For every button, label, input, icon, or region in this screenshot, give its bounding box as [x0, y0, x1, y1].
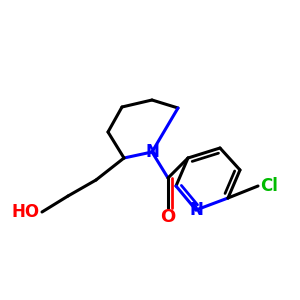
Text: N: N: [145, 143, 159, 161]
Text: Cl: Cl: [260, 177, 278, 195]
Text: HO: HO: [12, 203, 40, 221]
Text: N: N: [189, 201, 203, 219]
Text: O: O: [160, 208, 175, 226]
